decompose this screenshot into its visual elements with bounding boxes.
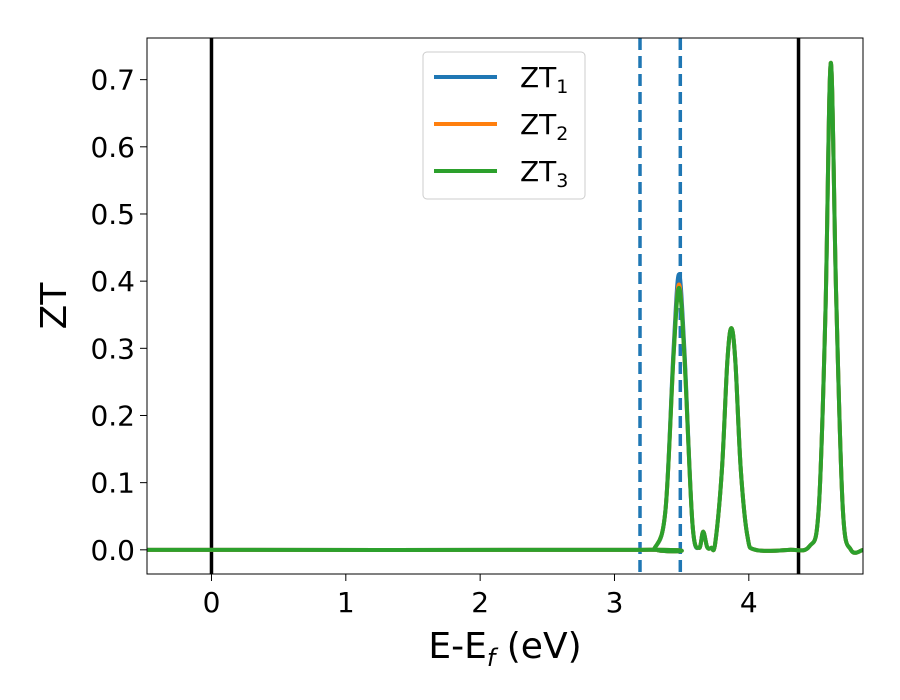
y-tick-label: 0.6 xyxy=(90,131,135,164)
y-axis-label: ZT xyxy=(34,282,75,330)
x-tick-label: 4 xyxy=(740,586,758,619)
plot-area xyxy=(147,38,863,574)
y-tick-label: 0.2 xyxy=(90,399,135,432)
y-tick-label: 0.4 xyxy=(90,265,135,298)
y-tick-label: 0.5 xyxy=(90,198,135,231)
legend-label-main: ZT xyxy=(520,108,557,141)
axes-frame xyxy=(146,37,864,575)
x-axis-label-unit: (eV) xyxy=(495,626,581,667)
x-axis: 0 1 2 3 4 xyxy=(203,574,758,619)
x-axis-label: E-Ef (eV) xyxy=(428,626,581,672)
x-tick-label: 3 xyxy=(606,586,624,619)
y-tick-label: 0.1 xyxy=(90,467,135,500)
x-tick-label: 1 xyxy=(337,586,355,619)
legend-label-main: ZT xyxy=(520,155,557,188)
legend-label-subscript: 1 xyxy=(556,76,568,98)
legend-box xyxy=(422,51,586,200)
legend-label-subscript: 3 xyxy=(556,170,568,192)
legend-label-1: ZT1 xyxy=(520,61,568,98)
x-axis-label-main: E-E xyxy=(428,626,486,667)
x-tick-label: 0 xyxy=(203,586,221,619)
legend-label-main: ZT xyxy=(520,61,557,94)
legend-label-3: ZT3 xyxy=(520,155,568,192)
y-tick-label: 0.0 xyxy=(90,534,135,567)
y-tick-label: 0.3 xyxy=(90,332,135,365)
y-axis: 0.0 0.1 0.2 0.3 0.4 0.5 0.6 0.7 xyxy=(90,64,147,567)
legend-label-subscript: 2 xyxy=(556,123,568,145)
series-line-3 xyxy=(147,60,863,555)
y-tick-label: 0.7 xyxy=(90,64,135,97)
x-tick-label: 2 xyxy=(471,586,489,619)
legend-label-2: ZT2 xyxy=(520,108,568,145)
